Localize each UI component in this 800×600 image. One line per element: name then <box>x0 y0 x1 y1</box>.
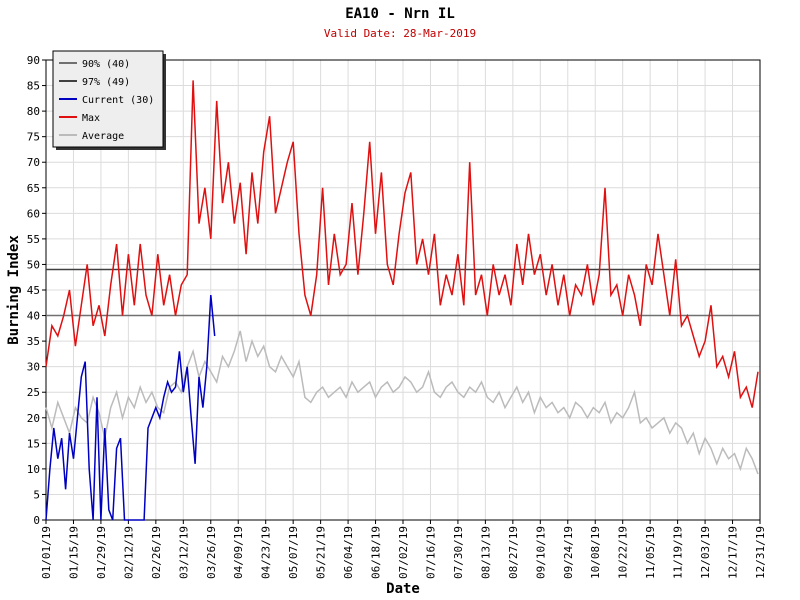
x-tick-label: 07/02/19 <box>397 526 410 579</box>
x-tick-label: 06/04/19 <box>342 526 355 579</box>
y-tick-label: 65 <box>27 182 40 195</box>
y-tick-label: 45 <box>27 284 40 297</box>
legend-label: Max <box>82 113 100 124</box>
x-tick-label: 03/26/19 <box>205 526 218 579</box>
plot-border <box>45 59 761 521</box>
x-tick-label: 12/03/19 <box>699 526 712 579</box>
x-tick-label: 07/30/19 <box>452 526 465 579</box>
y-tick-label: 5 <box>33 488 40 501</box>
chart-subtitle: Valid Date: 28-Mar-2019 <box>324 27 476 40</box>
x-tick-label: 02/26/19 <box>150 526 163 579</box>
x-tick-label: 09/10/19 <box>534 526 547 579</box>
x-tick-label: 09/24/19 <box>562 526 575 579</box>
y-axis-label: Burning Index <box>6 235 22 345</box>
x-tick-label: 05/07/19 <box>287 526 300 579</box>
x-tick-label: 12/17/19 <box>727 526 740 579</box>
chart-title: EA10 - Nrn IL <box>345 6 455 22</box>
x-tick-label: 10/22/19 <box>617 526 630 579</box>
y-tick-label: 80 <box>27 105 40 118</box>
x-tick-label: 12/31/19 <box>754 526 767 579</box>
x-tick-label: 01/15/19 <box>67 526 80 579</box>
x-tick-label: 04/09/19 <box>232 526 245 579</box>
y-tick-label: 25 <box>27 386 40 399</box>
series-line <box>45 295 216 521</box>
x-tick-label: 02/12/19 <box>122 526 135 579</box>
series-line <box>45 330 759 475</box>
y-tick-label: 70 <box>27 156 40 169</box>
y-tick-label: 30 <box>27 361 40 374</box>
x-tick-label: 08/13/19 <box>479 526 492 579</box>
y-tick-label: 55 <box>27 233 40 246</box>
x-tick-label: 03/12/19 <box>177 526 190 579</box>
legend-label: 90% (40) <box>82 59 130 70</box>
x-tick-label: 01/01/19 <box>40 526 53 579</box>
y-tick-label: 40 <box>27 310 40 323</box>
legend-label: 97% (49) <box>82 77 130 88</box>
y-tick-label: 15 <box>27 437 40 450</box>
x-axis-label: Date <box>386 581 420 597</box>
y-tick-label: 20 <box>27 412 40 425</box>
legend-label: Current (30) <box>82 95 154 106</box>
y-tick-label: 0 <box>33 514 40 527</box>
x-tick-label: 10/08/19 <box>589 526 602 579</box>
y-tick-label: 50 <box>27 258 40 271</box>
x-tick-label: 11/05/19 <box>644 526 657 579</box>
y-tick-label: 35 <box>27 335 40 348</box>
x-tick-label: 05/21/19 <box>315 526 328 579</box>
legend-label: Average <box>82 131 124 142</box>
series-line <box>45 80 759 408</box>
x-tick-label: 08/27/19 <box>507 526 520 579</box>
x-tick-label: 06/18/19 <box>370 526 383 579</box>
x-tick-label: 01/29/19 <box>95 526 108 579</box>
x-tick-label: 04/23/19 <box>260 526 273 579</box>
y-tick-label: 10 <box>27 463 40 476</box>
x-tick-label: 07/16/19 <box>424 526 437 579</box>
y-tick-label: 60 <box>27 207 40 220</box>
y-tick-label: 90 <box>27 54 40 67</box>
y-tick-label: 75 <box>27 131 40 144</box>
y-tick-label: 85 <box>27 80 40 93</box>
x-tick-label: 11/19/19 <box>672 526 685 579</box>
